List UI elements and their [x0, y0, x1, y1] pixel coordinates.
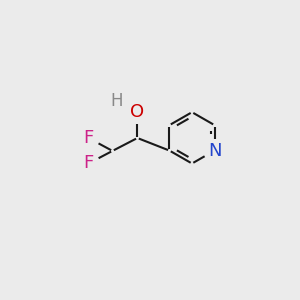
- Text: N: N: [208, 142, 221, 160]
- Text: H: H: [110, 92, 123, 110]
- Text: F: F: [83, 154, 94, 172]
- Text: F: F: [83, 129, 94, 147]
- Text: O: O: [130, 103, 145, 121]
